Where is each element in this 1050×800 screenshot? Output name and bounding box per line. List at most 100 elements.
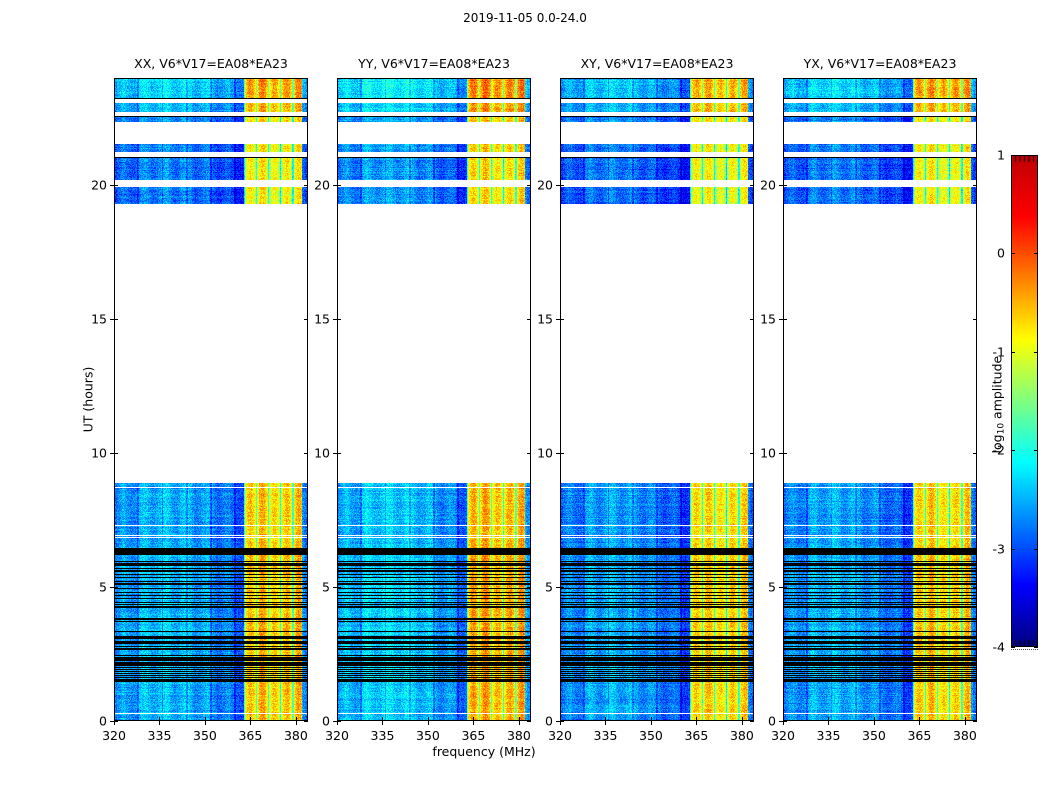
- colorbar-tick-label: -2: [992, 442, 1005, 458]
- x-tickmark: [560, 721, 561, 725]
- y-tickmark: [556, 721, 560, 722]
- y-tickmark: [527, 319, 531, 321]
- y-tickmark: [779, 721, 783, 722]
- x-tickmark: [204, 717, 206, 721]
- x-tickmark: [783, 721, 784, 725]
- waterfall-image-xy: [560, 78, 754, 721]
- x-tickmark: [295, 721, 297, 725]
- y-tick-label: 5: [545, 579, 553, 595]
- y-tickmark: [556, 319, 560, 321]
- y-tickmark: [114, 319, 118, 321]
- panel-yx: YX, V6*V17=EA08*EA23: [783, 56, 977, 721]
- x-tick-label: 320: [102, 728, 126, 743]
- colorbar-tickmark: [1034, 155, 1038, 156]
- panel-yy: YY, V6*V17=EA08*EA23: [337, 56, 531, 721]
- y-tickmark: [779, 185, 783, 187]
- x-tickmark: [873, 717, 875, 721]
- y-tickmark: [110, 319, 114, 321]
- y-tickmark: [560, 319, 564, 321]
- y-tickmark: [779, 453, 783, 455]
- x-tickmark: [605, 717, 607, 721]
- x-tickmark: [473, 721, 475, 725]
- colorbar-tick-label: 0: [997, 245, 1005, 261]
- panel-title-xy: XY, V6*V17=EA08*EA23: [580, 56, 734, 71]
- x-tick-label: 350: [862, 728, 886, 743]
- y-tickmark: [333, 587, 337, 589]
- y-axis-label: UT (hours): [80, 366, 96, 433]
- y-tickmark: [973, 319, 977, 321]
- panel-title-yx: YX, V6*V17=EA08*EA23: [803, 56, 957, 71]
- y-tickmark: [750, 185, 754, 187]
- y-tickmark: [110, 453, 114, 455]
- y-tickmark: [337, 721, 341, 722]
- y-tickmark: [560, 453, 564, 455]
- colorbar-label-text: log10 amplitude: [989, 355, 1007, 454]
- y-tick-label: 0: [99, 713, 107, 729]
- x-tickmark: [605, 721, 607, 725]
- y-tickmark: [304, 587, 308, 589]
- x-tick-label: 320: [325, 728, 349, 743]
- x-tickmark: [518, 717, 520, 721]
- y-tickmark: [973, 453, 977, 455]
- x-tick-label: 320: [771, 728, 795, 743]
- colorbar-tickmark: [1034, 253, 1038, 255]
- colorbar-tickmark: [1011, 647, 1015, 648]
- x-tickmark: [828, 717, 830, 721]
- x-tickmark: [250, 721, 252, 725]
- y-tickmark: [527, 587, 531, 589]
- x-tickmark: [650, 721, 652, 725]
- colorbar: [1011, 155, 1038, 647]
- y-tickmark: [110, 587, 114, 589]
- y-tickmark: [750, 453, 754, 455]
- colorbar-tickmark: [1011, 155, 1015, 156]
- y-tickmark: [973, 587, 977, 589]
- x-tickmark: [337, 721, 338, 725]
- x-tick-label: 335: [816, 728, 841, 743]
- y-tick-label: 20: [537, 177, 553, 193]
- x-tick-label: 365: [461, 728, 486, 743]
- y-tickmark: [333, 721, 337, 722]
- y-tickmark: [973, 185, 977, 187]
- x-tickmark: [250, 717, 252, 721]
- y-tickmark: [337, 587, 341, 589]
- y-tickmark: [337, 185, 341, 187]
- y-tick-label: 20: [760, 177, 776, 193]
- y-tickmark: [779, 319, 783, 321]
- y-tick-label: 10: [314, 445, 330, 461]
- y-tickmark: [304, 721, 308, 722]
- y-tick-label: 20: [314, 177, 330, 193]
- y-tickmark: [304, 185, 308, 187]
- colorbar-tickmark: [1011, 351, 1015, 353]
- x-tickmark: [204, 721, 206, 725]
- colorbar-tickmark: [1011, 450, 1015, 452]
- y-tick-label: 15: [91, 311, 107, 327]
- y-tick-label: 10: [537, 445, 553, 461]
- x-tickmark: [964, 717, 966, 721]
- y-tickmark: [337, 319, 341, 321]
- x-tickmark: [295, 717, 297, 721]
- y-tickmark: [527, 453, 531, 455]
- x-tick-label: 335: [370, 728, 395, 743]
- y-tickmark: [556, 185, 560, 187]
- colorbar-tick-label: -1: [992, 344, 1005, 360]
- colorbar-tick-label: -4: [992, 639, 1005, 655]
- x-tickmark: [919, 721, 921, 725]
- y-tickmark: [333, 185, 337, 187]
- y-tickmark: [114, 185, 118, 187]
- waterfall-image-yx: [783, 78, 977, 721]
- x-tick-label: 350: [193, 728, 217, 743]
- y-tickmark: [114, 587, 118, 589]
- y-tickmark: [333, 453, 337, 455]
- y-tick-label: 15: [314, 311, 330, 327]
- y-tickmark: [560, 185, 564, 187]
- colorbar-tickmark: [1034, 450, 1038, 452]
- x-tick-label: 350: [639, 728, 663, 743]
- y-tickmark: [560, 721, 564, 722]
- x-tickmark: [382, 721, 384, 725]
- y-tick-label: 5: [322, 579, 330, 595]
- x-tick-label: 350: [416, 728, 440, 743]
- y-tickmark: [783, 721, 787, 722]
- x-tick-label: 365: [238, 728, 263, 743]
- waterfall-image-xx: [114, 78, 308, 721]
- y-tickmark: [783, 453, 787, 455]
